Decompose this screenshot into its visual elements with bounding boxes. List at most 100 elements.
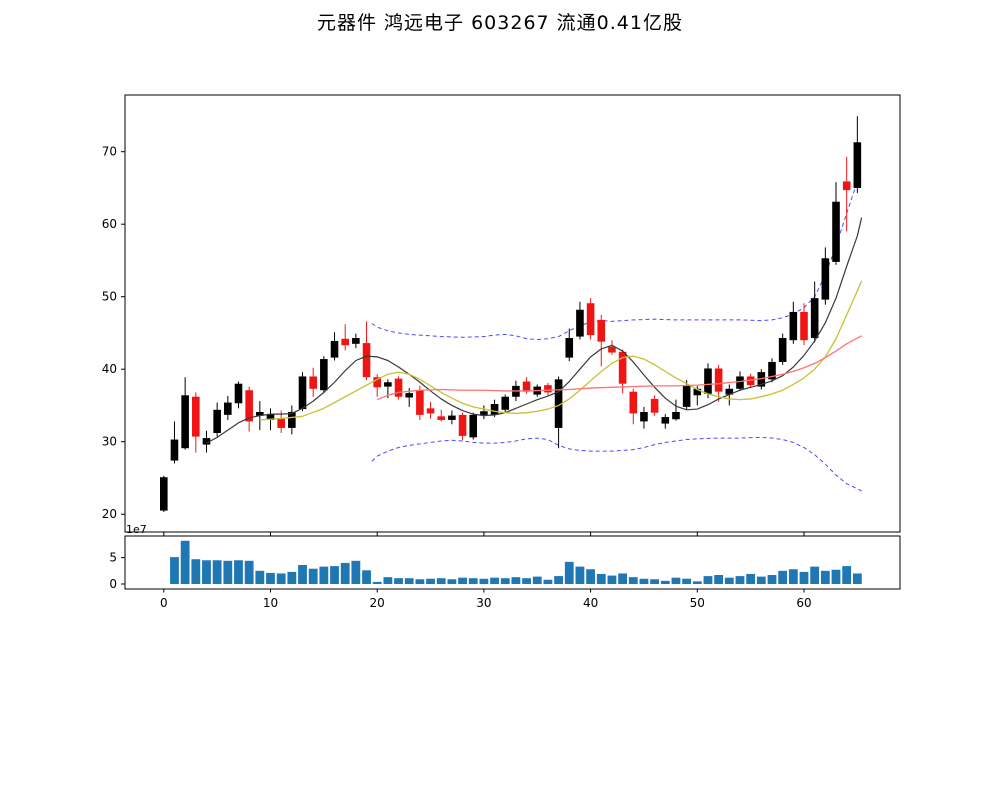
candle-body (682, 385, 691, 407)
volume-bar (212, 560, 222, 584)
candle-body (394, 378, 403, 397)
x-tick-label: 50 (690, 596, 705, 610)
volume-bar (479, 578, 489, 584)
candle-body (522, 381, 531, 392)
candle-body (405, 393, 414, 398)
candle-body (437, 416, 446, 420)
volume-bar (447, 579, 457, 584)
x-tick-label: 40 (583, 596, 598, 610)
volume-bar (522, 578, 531, 584)
volume-bar (746, 573, 756, 584)
candle-body (277, 418, 285, 428)
volume-bar (500, 578, 510, 584)
volume-bar (682, 578, 692, 584)
candle-body (778, 338, 787, 362)
volume-bar (596, 573, 606, 584)
y-tick-label: 50 (102, 290, 117, 304)
volume-bar (255, 570, 265, 584)
volume-bar (564, 561, 574, 584)
volume-bar (692, 581, 702, 584)
volume-bar (330, 566, 339, 584)
volume-bar (820, 570, 830, 584)
candle-body (469, 414, 478, 438)
candle-body (373, 377, 381, 388)
candle-body (352, 338, 360, 344)
volume-bar (490, 577, 499, 584)
candle-body (160, 477, 168, 511)
volume-bar (351, 560, 361, 584)
volume-bar (468, 578, 478, 584)
x-tick-label: 60 (796, 596, 811, 610)
candle-body (810, 298, 819, 339)
candle-body (501, 396, 510, 410)
volume-bar (810, 566, 820, 584)
candle-body (618, 351, 627, 384)
axes-frames (124, 94, 901, 590)
candle-body (757, 372, 766, 387)
candle-body (480, 411, 488, 415)
volume-bar (276, 573, 286, 584)
candle-body (224, 402, 232, 415)
volume-bar (842, 566, 852, 584)
upper-band-line (371, 187, 856, 340)
volume-bar (767, 575, 777, 584)
candle-body (266, 414, 275, 420)
candle-body (202, 438, 211, 445)
y-tick-label: 0 (109, 577, 117, 591)
volume-panel-frame (124, 535, 901, 590)
candle-body (661, 417, 670, 424)
candle-body (458, 414, 467, 436)
y-tick-label: 70 (102, 145, 117, 159)
candle-body (234, 383, 243, 404)
volume-bar (394, 578, 403, 584)
volume-bar (287, 571, 297, 584)
volume-bar (191, 559, 201, 584)
volume-bar (607, 575, 617, 584)
candle-body (789, 311, 798, 341)
volume-bar (372, 581, 382, 584)
volume-bar (650, 579, 660, 584)
volume-bar (799, 571, 809, 584)
candle-body (597, 319, 606, 342)
ma-slow-line (376, 335, 862, 401)
candle-body (320, 359, 328, 391)
volume-scale-label: 1e7 (126, 523, 147, 536)
volume-bar (404, 578, 414, 584)
volume-bar (831, 569, 841, 584)
candle-body (842, 181, 851, 191)
volume-bar (426, 578, 435, 584)
volume-bar (298, 565, 307, 584)
candle-body (714, 368, 723, 392)
x-tick-label: 10 (263, 596, 278, 610)
volume-bar (266, 572, 275, 584)
candle-body (181, 395, 189, 449)
candle-body (245, 390, 253, 422)
volume-bars (170, 540, 862, 584)
y-tick-label: 5 (109, 551, 117, 565)
ma-fast-line (206, 217, 863, 444)
candle-body (704, 368, 712, 394)
y-tick-label: 40 (102, 362, 117, 376)
volume-bar (756, 576, 766, 584)
candle-body (821, 258, 830, 300)
candlesticks (160, 116, 862, 513)
x-tick-label: 20 (370, 596, 385, 610)
volume-bar (532, 576, 542, 584)
price-panel-frame (124, 94, 901, 533)
candle-body (629, 391, 638, 414)
price-y-axis: 20 30 40 50 60 70 (102, 145, 125, 521)
candle-body (832, 201, 840, 262)
volume-bar (543, 579, 553, 584)
volume-bar (788, 569, 798, 584)
volume-bar (575, 566, 585, 584)
volume-bar (660, 580, 670, 584)
volume-bar (362, 570, 371, 584)
y-tick-label: 20 (102, 507, 117, 521)
candle-body (746, 376, 755, 386)
candle-body (330, 340, 339, 358)
candle-body (640, 411, 648, 422)
volume-bar (586, 569, 595, 584)
candle-body (800, 311, 808, 341)
candle-body (298, 376, 307, 410)
